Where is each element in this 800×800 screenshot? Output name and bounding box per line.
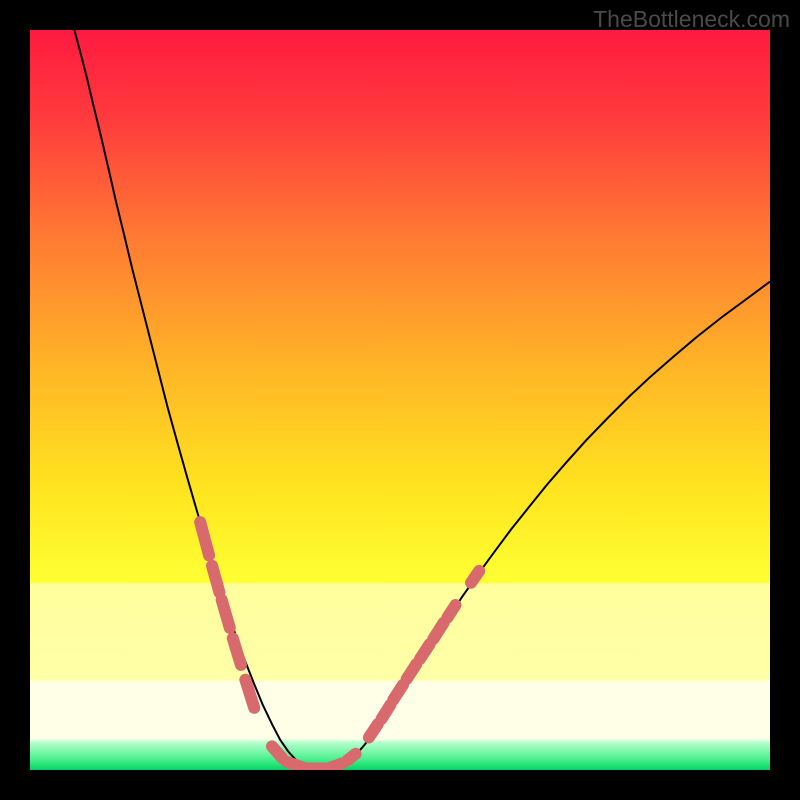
bottleneck-curve-chart [0, 0, 800, 800]
chart-background-gradient [30, 30, 770, 770]
watermark-label: TheBottleneck.com [593, 6, 790, 33]
